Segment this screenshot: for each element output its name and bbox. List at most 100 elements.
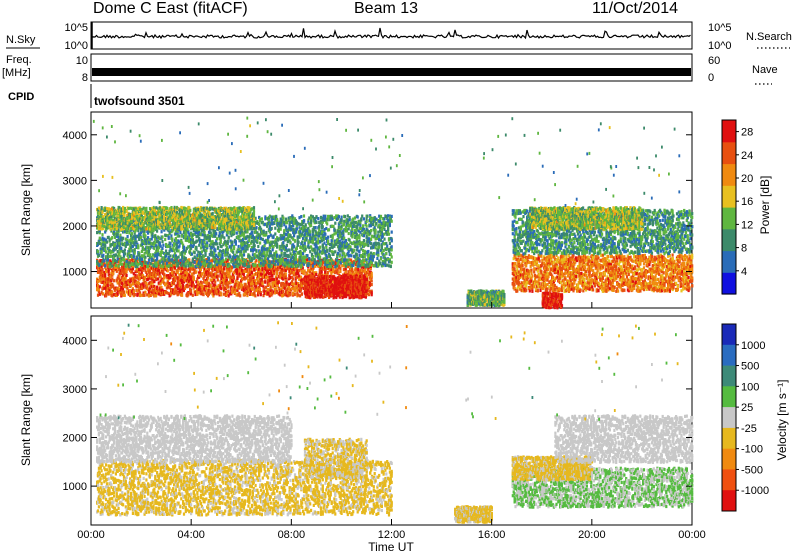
data-cell: [140, 254, 143, 258]
data-cell: [140, 257, 143, 261]
data-cell: [238, 270, 241, 274]
data-cell: [112, 241, 115, 245]
data-cell: [370, 283, 373, 287]
data-cell: [192, 241, 195, 245]
data-cell: [151, 232, 154, 236]
data-cell: [232, 250, 235, 254]
data-cell: [124, 237, 127, 241]
data-cell: [366, 271, 369, 275]
data-cell: [257, 244, 260, 249]
data-cell: [117, 228, 120, 232]
data-cell: [181, 290, 184, 294]
data-cell: [195, 280, 198, 284]
data-cell: [134, 270, 137, 274]
data-cell: [289, 276, 292, 280]
data-cell: [206, 279, 209, 283]
data-cell: [130, 238, 134, 242]
data-cell: [173, 278, 176, 282]
data-cell: [190, 272, 193, 276]
data-cell: [150, 285, 153, 289]
data-cell: [302, 286, 305, 290]
data-cell: [105, 285, 108, 289]
data-cell: [167, 291, 170, 295]
data-cell: [338, 264, 341, 268]
data-cell: [119, 262, 122, 266]
data-cell: [272, 235, 275, 240]
data-cell: [237, 293, 240, 297]
data-cell: [291, 286, 294, 290]
data-cell: [211, 273, 214, 277]
data-cell: [263, 270, 266, 274]
data-cell: [170, 265, 173, 269]
data-cell: [193, 267, 196, 272]
data-cell: [253, 291, 256, 295]
data-cell: [176, 231, 179, 235]
data-cell: [209, 283, 212, 288]
data-cell: [116, 289, 119, 293]
data-cell: [242, 272, 245, 277]
data-cell: [212, 244, 215, 248]
data-cell: [238, 268, 241, 272]
data-cell: [105, 240, 109, 244]
data-cell: [168, 286, 171, 290]
data-cell: [247, 274, 250, 278]
data-cell: [188, 258, 191, 262]
data-cell: [120, 236, 123, 240]
data-cell: [184, 232, 187, 236]
data-cell: [138, 293, 142, 297]
data-cell: [163, 275, 166, 279]
data-cell: [370, 263, 373, 267]
data-cell: [204, 251, 207, 255]
data-cell: [132, 290, 135, 294]
data-cell: [219, 279, 222, 283]
data-cell: [295, 281, 298, 286]
data-cell: [207, 264, 210, 268]
data-cell: [173, 248, 176, 252]
data-cell: [321, 262, 324, 266]
data-cell: [263, 288, 266, 292]
data-cell: [291, 292, 295, 296]
data-cell: [302, 271, 305, 275]
data-cell: [154, 241, 157, 245]
data-cell: [106, 283, 109, 287]
data-cell: [276, 245, 279, 249]
data-cell: [138, 252, 141, 256]
data-cell: [111, 282, 114, 286]
data-cell: [181, 265, 184, 269]
data-cell: [121, 269, 124, 273]
data-cell: [184, 256, 187, 261]
data-cell: [104, 240, 107, 244]
data-cell: [109, 243, 112, 248]
data-cell: [248, 276, 252, 280]
data-cell: [196, 277, 199, 281]
data-cell: [196, 239, 199, 243]
data-cell: [97, 239, 100, 243]
data-cell: [176, 279, 179, 283]
data-cell: [122, 254, 126, 258]
data-cell: [141, 229, 144, 233]
data-cell: [158, 287, 161, 291]
nsky-tick-top: 10^5: [64, 22, 88, 34]
data-cell: [237, 281, 240, 285]
data-cell: [175, 256, 178, 260]
data-cell: [161, 240, 164, 244]
data-cell: [246, 269, 249, 273]
data-cell: [317, 264, 320, 268]
data-cell: [118, 267, 121, 271]
data-cell: [116, 276, 119, 280]
data-cell: [161, 251, 164, 255]
data-cell: [178, 244, 181, 248]
data-cell: [299, 288, 303, 292]
data-cell: [132, 235, 135, 239]
data-cell: [158, 261, 161, 265]
data-cell: [105, 261, 109, 265]
data-cell: [233, 230, 236, 234]
data-cell: [169, 276, 172, 280]
data-cell: [117, 264, 120, 268]
data-cell: [263, 286, 266, 290]
data-cell: [219, 285, 222, 289]
data-cell: [342, 264, 345, 268]
data-cell: [125, 230, 128, 234]
data-cell: [206, 269, 210, 273]
data-cell: [168, 258, 171, 262]
